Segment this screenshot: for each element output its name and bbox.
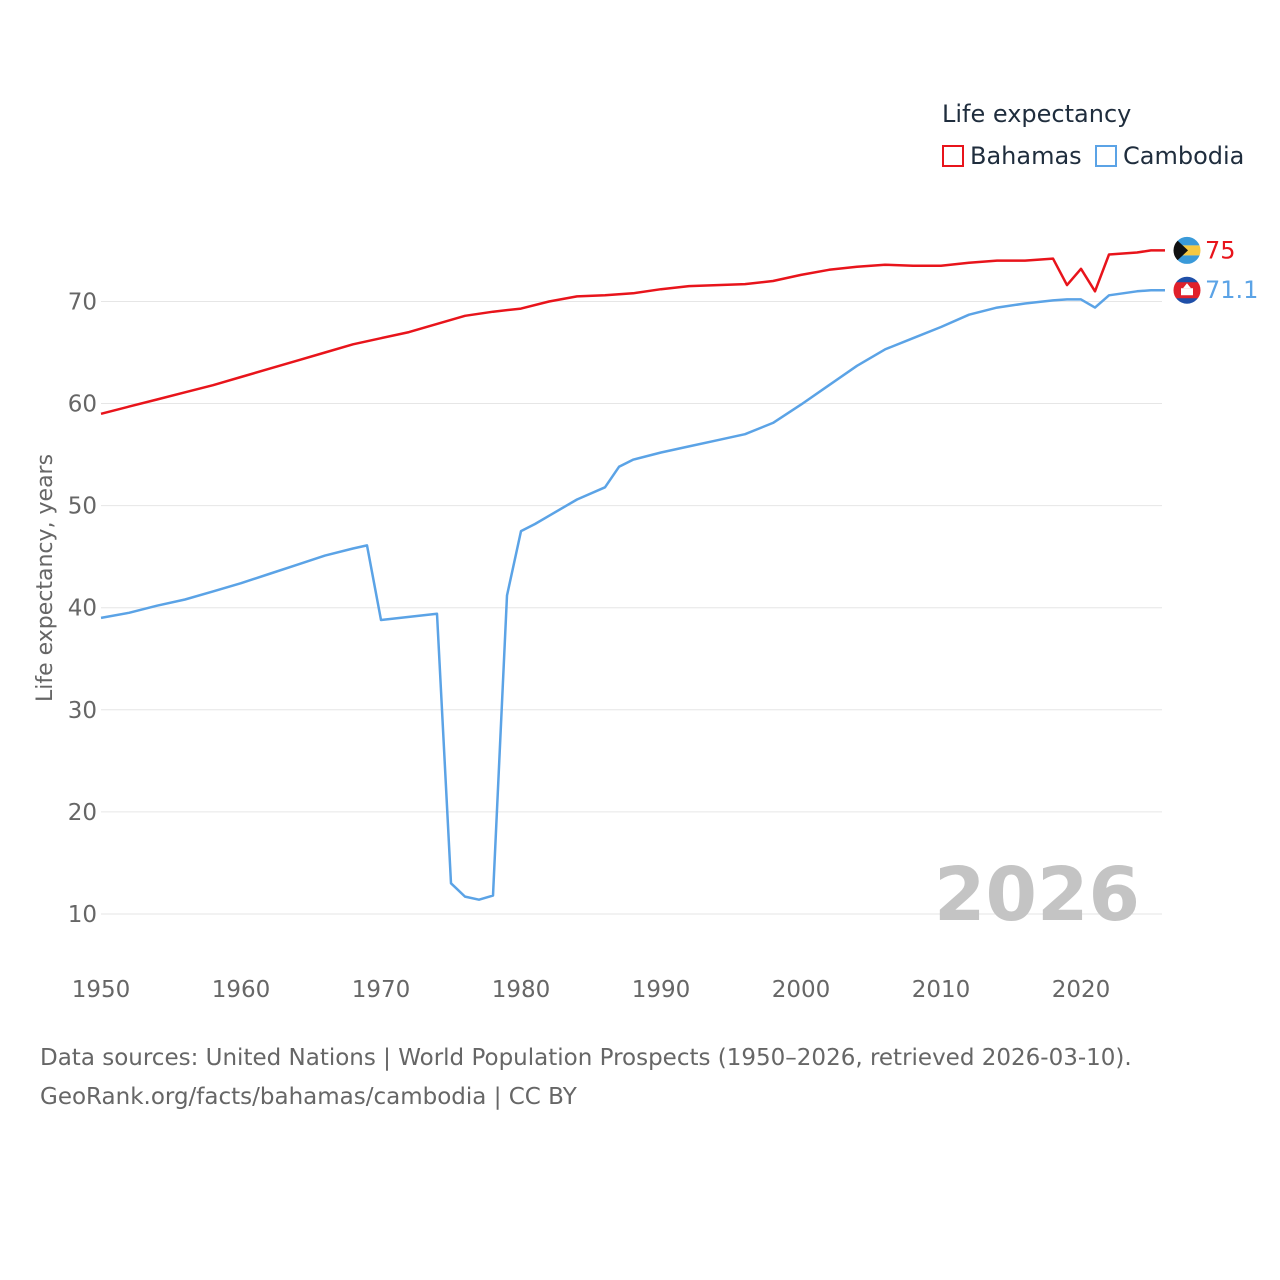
series-end-markers: 75 71.1: [1172, 235, 1258, 305]
flag-body: [1173, 236, 1201, 265]
x-tick-label: 2000: [772, 977, 831, 1003]
y-tick-label: 40: [68, 596, 97, 622]
x-tick-label: 1950: [72, 977, 131, 1003]
y-tick-label: 30: [68, 698, 97, 724]
flag-stripe: [1173, 236, 1201, 246]
x-tick-label: 1990: [632, 977, 691, 1003]
y-axis-label: Life expectancy, years: [33, 454, 58, 702]
series-line-cambodia: [100, 288, 1165, 901]
legend-label-cambodia: Cambodia: [1123, 142, 1245, 170]
flag-temple-roof: [1183, 283, 1191, 289]
source-link[interactable]: GeoRank.org/facts/bahamas/cambodia | CC …: [40, 1084, 577, 1110]
x-tick-label: 1980: [492, 977, 551, 1003]
end-value-label-bahamas: 75: [1205, 236, 1236, 264]
series-lines: [100, 249, 1165, 901]
y-axis-ticks: 10 20 30 40 50 60 70: [68, 289, 97, 928]
flag-border: [1172, 235, 1202, 265]
cambodia-flag-icon: [1172, 275, 1202, 305]
bahamas-flag-icon: [1172, 235, 1202, 265]
flag-body: [1173, 276, 1201, 305]
legend-item-cambodia[interactable]: Cambodia: [1095, 142, 1244, 170]
x-tick-label: 1970: [352, 977, 411, 1003]
series-line-bahamas: [100, 249, 1165, 416]
source-line: Data sources: United Nations | World Pop…: [40, 1045, 1132, 1071]
legend-swatch-bahamas: [942, 145, 964, 167]
flag-temple: [1181, 288, 1193, 296]
legend-swatch-cambodia: [1095, 145, 1117, 167]
y-tick-label: 20: [68, 800, 97, 826]
end-value-label-cambodia: 71.1: [1205, 276, 1258, 304]
flag-triangle: [1173, 236, 1188, 265]
flag-border: [1172, 275, 1202, 305]
year-watermark: 2026: [934, 852, 1140, 938]
y-tick-label: 70: [68, 289, 97, 315]
x-tick-label: 1960: [212, 977, 271, 1003]
line-chart: 10 20 30 40 50 60 70 1950 1960 1970 1980 1990 2000 2…: [33, 235, 1258, 1003]
legend-label-bahamas: Bahamas: [970, 142, 1082, 170]
legend-item-bahamas[interactable]: Bahamas: [942, 142, 1082, 170]
flag-stripe: [1173, 255, 1201, 265]
y-tick-label: 10: [68, 902, 97, 928]
x-axis-ticks: 1950 1960 1970 1980 1990 2000 2010 2020: [72, 977, 1111, 1003]
legend-title: Life expectancy: [942, 100, 1132, 128]
y-tick-label: 60: [68, 392, 97, 418]
x-tick-label: 2010: [912, 977, 971, 1003]
y-tick-label: 50: [68, 494, 97, 520]
x-tick-label: 2020: [1052, 977, 1111, 1003]
gridlines: [101, 300, 1162, 915]
